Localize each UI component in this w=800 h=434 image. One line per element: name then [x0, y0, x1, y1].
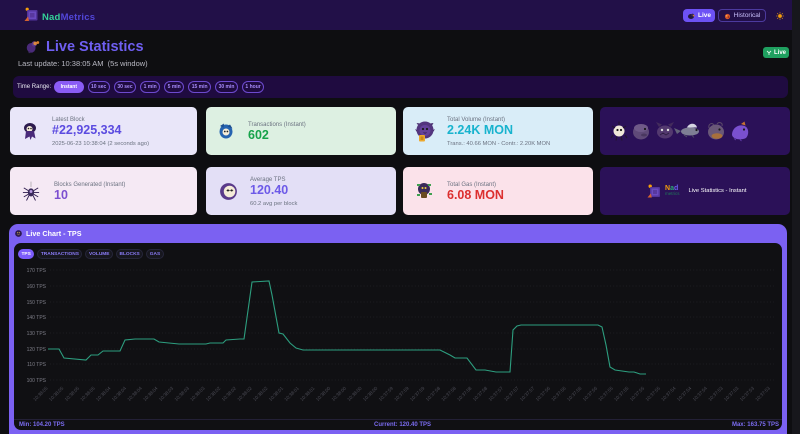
svg-text:10:37:57: 10:37:57	[503, 385, 520, 402]
svg-text:10:37:58: 10:37:58	[456, 385, 473, 402]
svg-text:10:38:04: 10:38:04	[142, 385, 159, 402]
svg-text:10:38:04: 10:38:04	[126, 385, 143, 402]
svg-text:10:38:05: 10:38:05	[48, 385, 65, 402]
svg-text:10:37:53: 10:37:53	[739, 385, 756, 402]
svg-text:10:37:53: 10:37:53	[707, 385, 724, 402]
svg-text:10:37:56: 10:37:56	[550, 385, 567, 402]
svg-text:10:38:00: 10:38:00	[346, 385, 363, 402]
svg-text:10:38:00: 10:38:00	[331, 385, 348, 402]
svg-text:10:37:56: 10:37:56	[566, 385, 583, 402]
svg-text:10:37:55: 10:37:55	[645, 385, 662, 402]
svg-text:10:37:57: 10:37:57	[488, 385, 505, 402]
svg-text:10:37:58: 10:37:58	[425, 385, 442, 402]
svg-text:10:38:02: 10:38:02	[236, 385, 253, 402]
svg-text:120 TPS: 120 TPS	[27, 347, 47, 353]
svg-text:10:38:02: 10:38:02	[221, 385, 238, 402]
svg-text:10:37:59: 10:37:59	[393, 385, 410, 402]
svg-text:10:37:58: 10:37:58	[472, 385, 489, 402]
svg-text:10:38:04: 10:38:04	[95, 385, 112, 402]
svg-text:170 TPS: 170 TPS	[27, 268, 47, 274]
svg-text:10:37:55: 10:37:55	[629, 385, 646, 402]
svg-text:10:38:05: 10:38:05	[79, 385, 96, 402]
svg-text:10:37:55: 10:37:55	[613, 385, 630, 402]
svg-text:10:37:56: 10:37:56	[535, 385, 552, 402]
svg-text:10:37:54: 10:37:54	[692, 385, 709, 402]
svg-text:10:37:59: 10:37:59	[378, 385, 395, 402]
svg-text:10:37:54: 10:37:54	[676, 385, 693, 402]
svg-text:10:37:54: 10:37:54	[660, 385, 677, 402]
svg-text:140 TPS: 140 TPS	[27, 315, 47, 321]
svg-text:10:38:05: 10:38:05	[64, 385, 81, 402]
svg-text:10:37:58: 10:37:58	[440, 385, 457, 402]
svg-text:10:37:56: 10:37:56	[582, 385, 599, 402]
svg-text:10:38:02: 10:38:02	[252, 385, 269, 402]
svg-text:10:37:59: 10:37:59	[409, 385, 426, 402]
svg-text:10:38:03: 10:38:03	[189, 385, 206, 402]
svg-text:10:37:57: 10:37:57	[519, 385, 536, 402]
svg-text:150 TPS: 150 TPS	[27, 300, 47, 306]
svg-text:10:38:02: 10:38:02	[205, 385, 222, 402]
svg-text:10:38:03: 10:38:03	[174, 385, 191, 402]
svg-text:10:38:01: 10:38:01	[299, 385, 316, 402]
svg-text:10:38:03: 10:38:03	[158, 385, 175, 402]
svg-text:10:38:01: 10:38:01	[268, 385, 285, 402]
svg-text:10:38:01: 10:38:01	[283, 385, 300, 402]
svg-text:110 TPS: 110 TPS	[27, 362, 47, 368]
svg-text:10:37:55: 10:37:55	[597, 385, 614, 402]
svg-text:10:38:00: 10:38:00	[315, 385, 332, 402]
svg-text:10:38:00: 10:38:00	[362, 385, 379, 402]
svg-text:10:37:53: 10:37:53	[723, 385, 740, 402]
svg-text:100 TPS: 100 TPS	[27, 378, 47, 384]
svg-text:10:38:04: 10:38:04	[111, 385, 128, 402]
svg-text:10:37:53: 10:37:53	[754, 385, 771, 402]
svg-text:10:38:05: 10:38:05	[32, 385, 49, 402]
svg-text:130 TPS: 130 TPS	[27, 331, 47, 337]
svg-text:160 TPS: 160 TPS	[27, 284, 47, 290]
